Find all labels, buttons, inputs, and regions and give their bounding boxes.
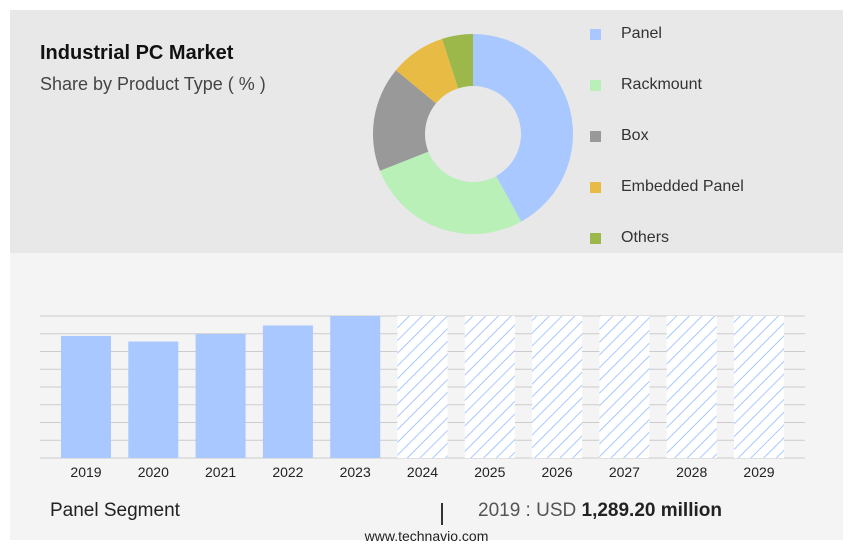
forecast-bar-2028 (666, 316, 717, 458)
forecast-bar-2027 (599, 316, 650, 458)
legend-swatch-panel (590, 29, 601, 40)
legend-label-embedded-panel: Embedded Panel (621, 178, 744, 195)
legend-label-others: Others (621, 229, 670, 246)
x-tick-label-2024: 2024 (407, 464, 438, 480)
legend-label-panel: Panel (621, 25, 662, 42)
website-link[interactable]: www.technavio.com (364, 528, 489, 544)
x-tick-label-2021: 2021 (205, 464, 236, 480)
donut-slice-embedded-panel (395, 38, 459, 104)
legend-label-box: Box (621, 127, 649, 144)
forecast-bar-2025 (464, 316, 515, 458)
footer-divider (441, 503, 443, 525)
bar-2019 (61, 335, 111, 458)
legend-item-others: Others (590, 226, 744, 277)
legend-item-panel: Panel (590, 22, 744, 73)
legend-swatch-others (590, 233, 601, 244)
donut-slice-panel (473, 34, 573, 222)
chart-subtitle: Share by Product Type ( % ) (40, 74, 266, 94)
legend-swatch-rackmount (590, 80, 601, 91)
bar-2020 (128, 341, 179, 458)
donut-legend: Panel Rackmount Box Embedded Panel Other… (590, 22, 744, 277)
bar-2021 (195, 333, 246, 458)
x-tick-label-2025: 2025 (474, 464, 505, 480)
bar-2022 (262, 325, 313, 458)
x-tick-label-2026: 2026 (542, 464, 573, 480)
x-tick-label-2022: 2022 (272, 464, 303, 480)
x-tick-label-2028: 2028 (676, 464, 707, 480)
legend-item-embedded-panel: Embedded Panel (590, 175, 744, 226)
bar-chart: 2019 2020 2021 2022 2023 2024 2025 2026 2027 2028… (40, 315, 805, 480)
segment-label: Panel Segment (50, 500, 180, 521)
forecast-bar-2026 (532, 316, 583, 458)
legend-swatch-box (590, 131, 601, 142)
segment-year-label: 2019 : USD (478, 500, 577, 521)
x-tick-label-2023: 2023 (340, 464, 371, 480)
bar-2023 (330, 316, 381, 458)
donut-slice-box (373, 70, 437, 171)
x-tick-label-2029: 2029 (743, 464, 774, 480)
legend-item-rackmount: Rackmount (590, 73, 744, 124)
donut-slice-rackmount (380, 151, 522, 234)
segment-value: 2019 : USD 1,289.20 million (478, 500, 722, 522)
x-tick-label-2027: 2027 (609, 464, 640, 480)
donut-slice-others (442, 34, 473, 89)
segment-value-amount: 1,289.20 million (581, 500, 722, 521)
legend-swatch-embedded-panel (590, 182, 601, 193)
legend-label-rackmount: Rackmount (621, 76, 702, 93)
forecast-bar-2024 (397, 316, 448, 458)
x-tick-label-2019: 2019 (70, 464, 101, 480)
x-tick-label-2020: 2020 (138, 464, 169, 480)
legend-item-box: Box (590, 124, 744, 175)
chart-title: Industrial PC Market (40, 42, 234, 64)
donut-chart (373, 34, 573, 234)
forecast-bar-2029 (734, 316, 784, 458)
